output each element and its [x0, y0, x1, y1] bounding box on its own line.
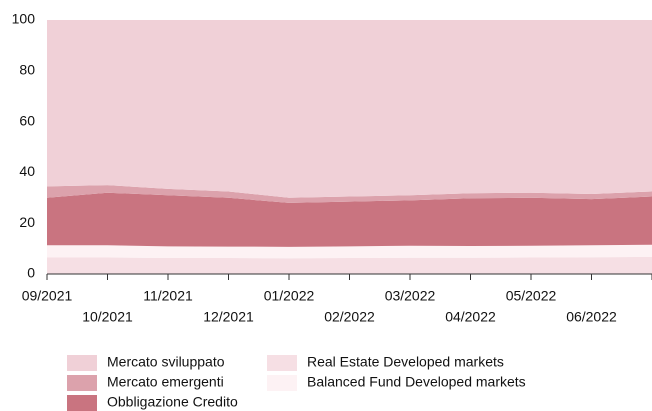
area [47, 20, 652, 198]
y-tick-label: 0 [27, 265, 35, 281]
legend-swatch [267, 375, 297, 391]
legend-label: Mercato emergenti [107, 374, 224, 390]
x-tick-label: 06/2022 [566, 309, 617, 325]
legend-swatch [67, 395, 97, 411]
legend-label: Real Estate Developed markets [307, 354, 504, 370]
legend-swatch [67, 375, 97, 391]
y-tick-label: 20 [19, 214, 35, 230]
y-tick-label: 100 [12, 11, 36, 27]
x-tick-label: 01/2022 [264, 288, 315, 304]
x-tick-label: 12/2021 [203, 309, 254, 325]
x-tick-label: 10/2021 [82, 309, 133, 325]
x-tick-label: 03/2022 [385, 288, 436, 304]
x-tick-label: 05/2022 [506, 288, 557, 304]
legend-label: Obbligazione Credito [107, 394, 238, 410]
legend-label: Balanced Fund Developed markets [307, 374, 526, 390]
area [47, 244, 652, 259]
y-tick-label: 40 [19, 163, 35, 179]
legend-swatch [67, 355, 97, 371]
x-tick-label: 04/2022 [445, 309, 496, 325]
area [47, 185, 652, 203]
legend-swatch [267, 355, 297, 371]
y-tick-label: 60 [19, 112, 35, 128]
y-tick-label: 80 [19, 62, 35, 78]
x-tick-label: 09/2021 [22, 288, 73, 304]
area [47, 256, 652, 274]
x-tick-label: 11/2021 [143, 288, 193, 304]
x-tick-label: 02/2022 [324, 309, 375, 325]
area [47, 192, 652, 247]
legend-label: Mercato sviluppato [107, 354, 225, 370]
